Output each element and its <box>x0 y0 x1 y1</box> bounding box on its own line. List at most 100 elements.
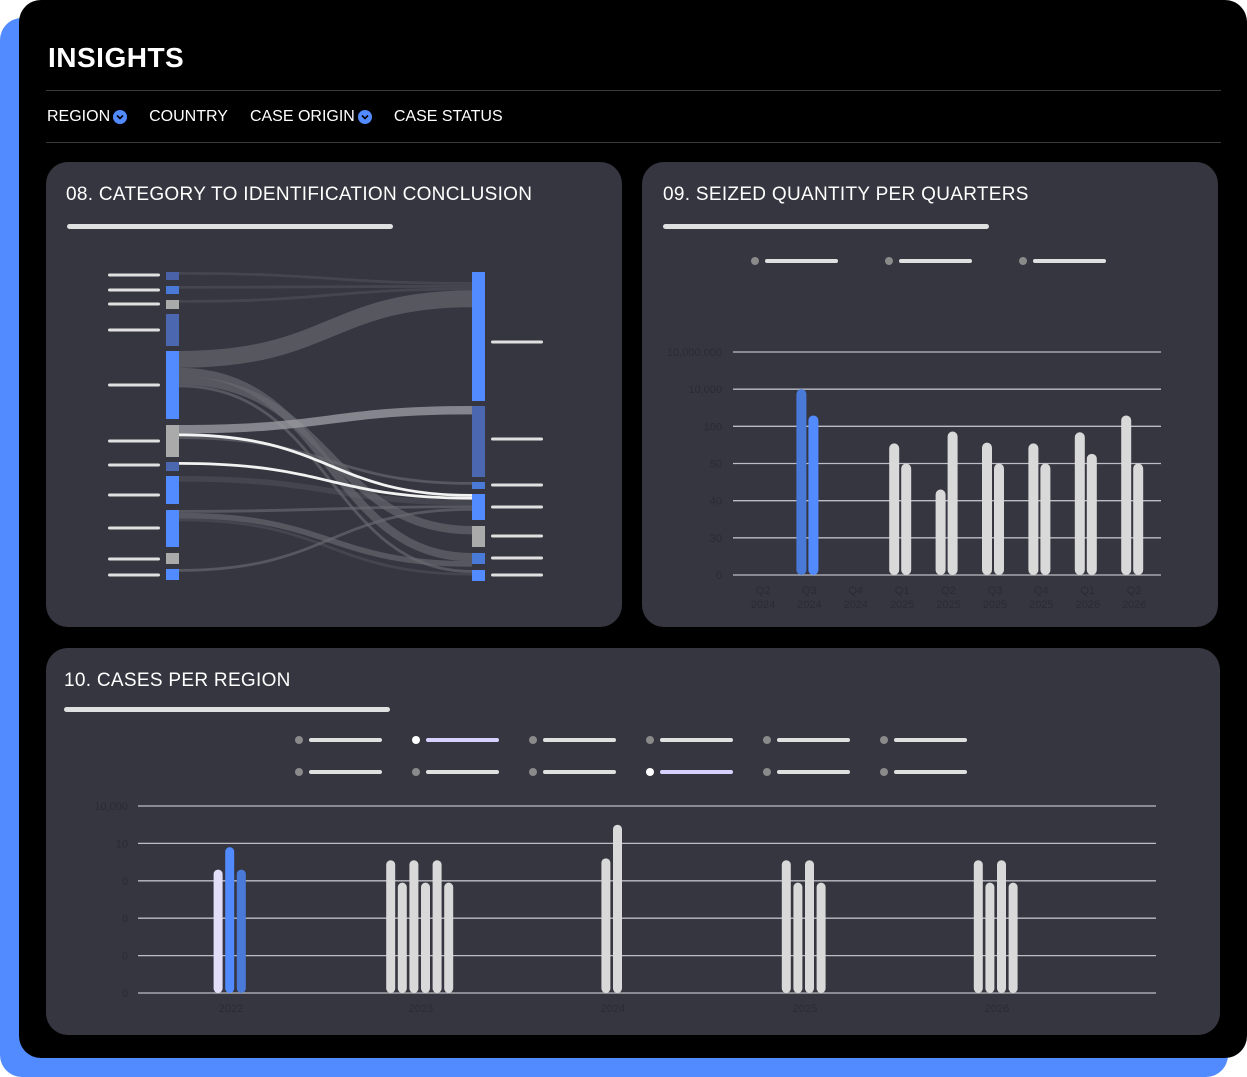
y-tick-label: 0 <box>122 988 128 1000</box>
bar <box>444 882 454 993</box>
legend-label-placeholder <box>309 738 382 742</box>
sankey-node-left <box>166 510 179 547</box>
x-tick-label: 2025 <box>936 599 960 611</box>
filter-label: CASE STATUS <box>393 108 503 125</box>
bar <box>1028 443 1039 575</box>
bar <box>432 860 442 993</box>
title-underline <box>64 707 390 712</box>
legend-dot <box>295 768 303 776</box>
divider <box>46 90 1221 91</box>
legend-label-placeholder <box>899 259 972 263</box>
sankey-node-right <box>472 570 485 581</box>
bar <box>805 860 814 993</box>
sankey-node-right <box>472 553 485 564</box>
bar <box>982 442 992 575</box>
filter-label: REGION <box>47 108 111 125</box>
bar <box>1121 415 1132 575</box>
bar <box>901 463 912 575</box>
y-tick-label: 0 <box>716 570 722 582</box>
legend-label-placeholder <box>543 738 616 742</box>
bar <box>808 415 819 575</box>
x-tick-label: Q2 <box>1127 585 1142 597</box>
bar <box>1008 882 1018 993</box>
legend-dot <box>751 257 759 265</box>
sankey-label-placeholder <box>108 273 160 277</box>
sankey-link <box>178 272 473 285</box>
filter-case-status[interactable]: CASE STATUS <box>394 108 503 126</box>
legend-dot <box>880 736 888 744</box>
sankey-link <box>178 508 473 572</box>
legend-dot <box>295 736 303 744</box>
bar <box>1074 432 1085 575</box>
sankey-node-left <box>166 314 179 346</box>
x-tick-label: 2025 <box>793 1003 817 1015</box>
sankey-label-placeholder <box>108 383 160 387</box>
x-tick-label: 2026 <box>985 1003 1009 1015</box>
legend-dot <box>412 768 420 776</box>
sankey-label-placeholder <box>108 557 160 561</box>
title-underline <box>67 224 393 229</box>
bar <box>973 860 983 993</box>
bar <box>236 869 246 993</box>
panel-title: 09. SEIZED QUANTITY PER QUARTERS <box>663 184 1029 205</box>
legend-dot <box>880 768 888 776</box>
bar <box>997 860 1006 993</box>
sankey-link <box>178 505 473 513</box>
sankey-label-placeholder <box>108 526 160 530</box>
y-tick-label: 10,000 <box>94 801 128 813</box>
filter-region[interactable]: REGION <box>47 108 128 126</box>
sankey-link <box>178 433 473 497</box>
bar <box>225 847 235 993</box>
sankey-label-placeholder <box>491 483 543 487</box>
x-tick-label: 2026 <box>1122 599 1146 611</box>
sankey-node-left <box>166 272 179 280</box>
legend-dot <box>412 736 420 744</box>
x-tick-label: Q1 <box>1080 585 1095 597</box>
bar <box>601 858 611 993</box>
sankey-link <box>178 284 473 289</box>
sankey-node-right <box>472 482 485 489</box>
sankey-link <box>178 518 473 576</box>
chevron-down-icon[interactable] <box>357 110 372 124</box>
bar <box>889 443 900 575</box>
x-tick-label: 2024 <box>601 1003 625 1015</box>
sankey-node-left <box>166 569 179 580</box>
sankey-link <box>178 287 473 303</box>
chevron-down-icon[interactable] <box>113 110 128 124</box>
x-tick-label: Q4 <box>848 585 863 597</box>
sankey-label-placeholder <box>491 534 543 538</box>
legend-label-placeholder <box>309 770 382 774</box>
sankey-node-right <box>472 406 485 477</box>
x-tick-label: Q1 <box>895 585 910 597</box>
x-tick-label: 2022 <box>219 1003 243 1015</box>
bar <box>947 431 958 575</box>
legend-label-placeholder <box>894 738 967 742</box>
bar <box>421 882 430 993</box>
bar <box>409 860 419 993</box>
bar <box>816 882 826 993</box>
filter-case-origin[interactable]: CASE ORIGIN <box>250 108 372 126</box>
divider <box>46 142 1221 143</box>
filter-bar: REGION COUNTRY CASE ORIGIN CASE STATUS <box>47 108 503 126</box>
sankey-node-left <box>166 425 179 457</box>
legend-label-placeholder <box>1033 259 1106 263</box>
legend-label-placeholder <box>426 738 499 742</box>
sankey-node-left <box>166 553 179 564</box>
y-tick-label: 30 <box>710 533 722 545</box>
x-tick-label: 2024 <box>751 599 775 611</box>
bar <box>994 463 1004 575</box>
legend-label-placeholder <box>777 738 850 742</box>
sankey-label-placeholder <box>491 556 543 560</box>
bar <box>213 869 223 993</box>
legend-label-placeholder <box>660 770 733 774</box>
sankey-label-placeholder <box>108 573 160 577</box>
filter-label: CASE ORIGIN <box>249 108 355 125</box>
sankey-label-placeholder <box>108 328 160 332</box>
legend-label-placeholder <box>894 770 967 774</box>
sankey-label-placeholder <box>491 437 543 441</box>
sankey-label-placeholder <box>108 288 160 292</box>
filter-country[interactable]: COUNTRY <box>149 108 228 126</box>
